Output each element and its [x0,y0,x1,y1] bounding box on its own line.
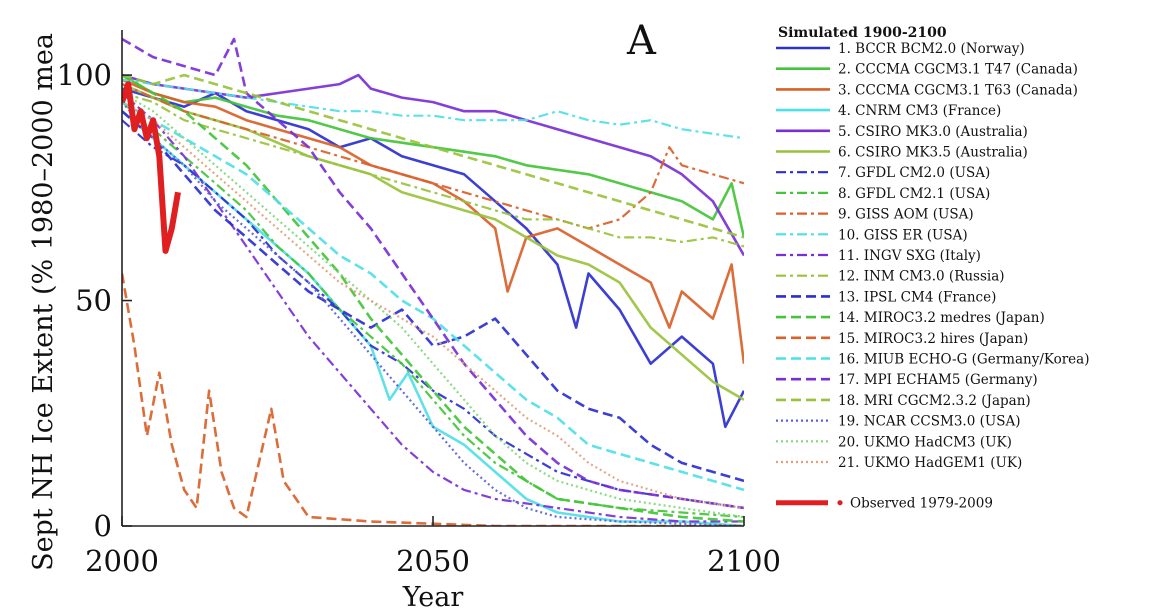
panel-label: A [626,18,657,64]
series-line-16-miub-echo-g-germany-korea [122,100,744,492]
series-line-3-cccma-cgcm3-1-t63-canada [122,78,744,364]
legend: Simulated 1900-2100 1. BCCR BCM2.0 (Norw… [776,25,1089,512]
legend-label-12-inm-cm3-0-russia: 12. INM CM3.0 (Russia) [838,269,1005,285]
series-line-4-cnrm-cm3-france [122,110,744,526]
legend-label-2-cccma-cgcm3-1-t47-canada: 2. CCCMA CGCM3.1 T47 (Canada) [838,62,1078,78]
series-line-9-giss-aom-usa [122,83,744,230]
y-tick-label-0: 0 [94,509,112,543]
legend-label-21-ukmo-hadgem1-uk: 21. UKMO HadGEM1 (UK) [838,455,1022,471]
x-tick-label-2100: 2100 [707,544,781,578]
series-line-13-ipsl-cm4-france [122,110,744,483]
legend-label-19-ncar-ccsm3-0-usa: 19. NCAR CCSM3.0 (USA) [838,414,1021,430]
series-line-17-mpi-echam5-germany [122,37,744,510]
legend-label-3-cccma-cgcm3-1-t63-canada: 3. CCCMA CGCM3.1 T63 (Canada) [838,82,1078,98]
legend-label-9-giss-aom-usa: 9. GISS AOM (USA) [838,207,974,223]
legend-label-13-ipsl-cm4-france: 13. IPSL CM4 (France) [838,289,996,305]
legend-label-4-cnrm-cm3-france: 4. CNRM CM3 (France) [838,103,1001,119]
legend-label-20-ukmo-hadcm3-uk: 20. UKMO HadCM3 (UK) [838,434,1012,450]
series-line-11-ingv-sxg-italy [122,92,744,523]
legend-label-1-bccr-bcm2-0-norway: 1. BCCR BCM2.0 (Norway) [838,41,1025,57]
series-line-20-ukmo-hadcm3-uk [122,92,744,519]
series-line-14-miroc3-2-medres-japan [122,73,744,523]
series-line-2-cccma-cgcm3-1-t47-canada [122,73,744,238]
x-axis-title: Year [402,582,464,613]
observed-line [122,81,181,254]
legend-label-14-miroc3-2-medres-japan: 14. MIROC3.2 medres (Japan) [838,310,1045,326]
legend-label-10-giss-er-usa: 10. GISS ER (USA) [838,227,968,243]
y-tick-label-50: 50 [75,284,112,318]
legend-label-15-miroc3-2-hires-japan: 15. MIROC3.2 hires (Japan) [838,331,1028,347]
legend-swatch-observed-dot [837,500,843,506]
ticks: 2000 2050 2100 0 50 100 [57,58,781,578]
legend-label-6-csiro-mk3-5-australia: 6. CSIRO MK3.5 (Australia) [838,145,1028,161]
series-line-6-csiro-mk3-5-australia [122,82,744,401]
series-line-7-gfdl-cm2-0-usa [122,119,744,510]
legend-title: Simulated 1900-2100 [778,25,947,41]
series-lines [122,37,744,526]
series-line-1-bccr-bcm2-0-norway [122,87,744,429]
series-line-19-ncar-ccsm3-0-usa [122,101,744,526]
legend-label-5-csiro-mk3-0-australia: 5. CSIRO MK3.0 (Australia) [838,124,1028,140]
series-line-18-mri-cgcm2-3-2-japan [122,73,744,239]
axes [121,30,744,527]
legend-label-8-gfdl-cm2-1-usa: 8. GFDL CM2.1 (USA) [838,186,990,202]
x-tick-label-2000: 2000 [85,544,159,578]
series-layer [122,37,744,526]
legend-label-observed: Observed 1979-2009 [850,496,993,512]
y-tick-label-100: 100 [57,58,112,92]
series-line-21-ukmo-hadgem1-uk [122,101,744,510]
legend-label-16-miub-echo-g-germany-korea: 16. MIUB ECHO-G (Germany/Korea) [838,352,1089,368]
legend-label-18-mri-cgcm2-3-2-japan: 18. MRI CGCM2.3.2 (Japan) [838,393,1031,409]
series-line-15-miroc3-2-hires-japan [122,273,744,526]
series-line-12-inm-cm3-0-russia [122,92,744,248]
legend-label-7-gfdl-cm2-0-usa: 7. GFDL CM2.0 (USA) [838,165,990,181]
y-axis-title: Sept NH Ice Extent (% 1980–2000 mea [28,33,59,571]
x-tick-label-2050: 2050 [396,544,470,578]
legend-label-11-ingv-sxg-italy: 11. INGV SXG (Italy) [838,248,981,264]
legend-label-17-mpi-echam5-germany: 17. MPI ECHAM5 (Germany) [838,372,1038,388]
